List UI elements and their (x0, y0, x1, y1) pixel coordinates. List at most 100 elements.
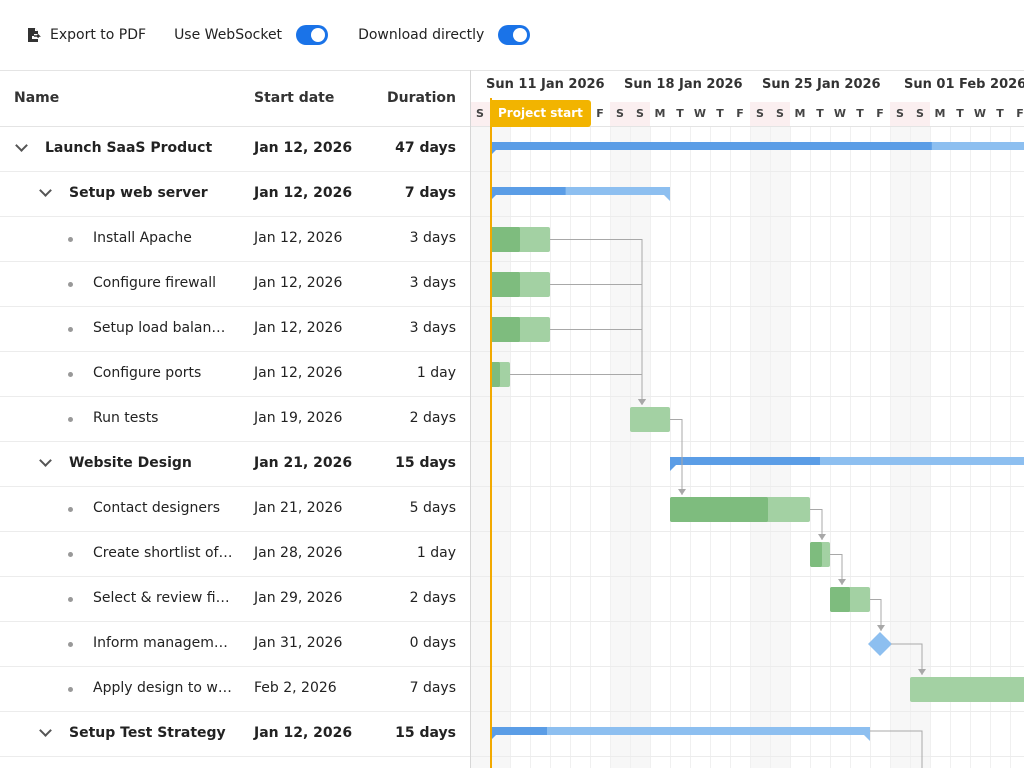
dependency-link[interactable] (891, 643, 923, 675)
summary-bar[interactable] (490, 187, 670, 195)
day-label: T (816, 107, 824, 120)
websocket-toggle[interactable] (296, 25, 329, 45)
day-column (630, 127, 650, 768)
dependency-link[interactable] (550, 239, 643, 406)
dependency-arrowhead (838, 579, 846, 585)
task-duration: 15 days (395, 455, 456, 471)
task-row[interactable]: Setup load balan… Jan 12, 2026 3 days (0, 307, 470, 352)
chevron-down-icon[interactable] (40, 458, 50, 468)
grid-splitter[interactable] (470, 70, 471, 768)
export-pdf-button[interactable]: Export to PDF (26, 27, 146, 43)
task-start-date: Jan 12, 2026 (254, 275, 343, 291)
day-label: T (996, 107, 1004, 120)
task-duration: 7 days (409, 680, 456, 696)
week-label: Sun 11 Jan 2026 (486, 77, 605, 92)
task-duration: 2 days (409, 590, 456, 606)
file-export-icon (26, 27, 42, 43)
task-row[interactable]: Select & review fi… Jan 29, 2026 2 days (0, 577, 470, 622)
day-label: S (770, 102, 790, 126)
task-bar[interactable] (630, 407, 670, 432)
task-row[interactable]: Configure firewall Jan 12, 2026 3 days (0, 262, 470, 307)
row-divider (471, 486, 1024, 487)
summary-bar[interactable] (490, 727, 870, 735)
task-start-date: Jan 12, 2026 (254, 365, 343, 381)
task-name: Launch SaaS Product (45, 140, 213, 156)
day-label: S (890, 102, 910, 126)
column-header-duration[interactable]: Duration (386, 90, 456, 106)
day-label: F (736, 107, 744, 120)
task-name: Configure firewall (93, 275, 216, 291)
task-duration: 3 days (409, 320, 456, 336)
dependency-link[interactable] (510, 374, 643, 406)
column-header-start-date[interactable]: Start date (254, 90, 335, 106)
task-duration: 2 days (409, 410, 456, 426)
day-label: M (654, 107, 666, 120)
bullet-icon (68, 282, 73, 287)
dependency-link[interactable] (870, 599, 882, 632)
task-start-date: Jan 29, 2026 (254, 590, 343, 606)
task-duration: 1 day (416, 545, 456, 561)
task-start-date: Jan 28, 2026 (254, 545, 343, 561)
dependency-link[interactable] (550, 329, 643, 406)
task-bar[interactable] (910, 677, 1024, 702)
dependency-link[interactable] (830, 554, 843, 586)
download-directly-toggle[interactable] (498, 25, 531, 45)
week-label: Sun 25 Jan 2026 (762, 77, 881, 92)
day-column (670, 127, 690, 768)
task-name: Select & review fi… (93, 590, 230, 606)
task-name: Contact designers (93, 500, 221, 516)
day-label: F (596, 107, 604, 120)
task-row[interactable]: Website Design Jan 21, 2026 15 days (0, 442, 470, 487)
task-start-date: Jan 19, 2026 (254, 410, 343, 426)
task-start-date: Jan 21, 2026 (254, 500, 343, 516)
task-row[interactable]: Setup web server Jan 12, 2026 7 days (0, 172, 470, 217)
task-duration: 15 days (395, 725, 456, 741)
dependency-link[interactable] (870, 730, 923, 768)
bullet-icon (68, 552, 73, 557)
task-name: Apply design to w… (93, 680, 232, 696)
summary-bar-end-cap (664, 195, 670, 201)
summary-bar[interactable] (670, 457, 1024, 465)
milestone-diamond[interactable] (868, 632, 892, 656)
task-row[interactable]: Apply design to w… Feb 2, 2026 7 days (0, 667, 470, 712)
day-label: T (956, 107, 964, 120)
chevron-down-icon[interactable] (40, 728, 50, 738)
task-row[interactable]: Contact designers Jan 21, 2026 5 days (0, 487, 470, 532)
dependency-link[interactable] (670, 419, 683, 496)
dependency-link[interactable] (810, 509, 823, 541)
task-row[interactable]: Run tests Jan 19, 2026 2 days (0, 397, 470, 442)
chevron-down-icon[interactable] (40, 188, 50, 198)
task-name: Create shortlist of… (93, 545, 233, 561)
day-label: S (610, 102, 630, 126)
day-column (510, 127, 530, 768)
chevron-down-icon[interactable] (16, 143, 26, 153)
day-column (770, 127, 790, 768)
row-divider (471, 396, 1024, 397)
task-row[interactable]: Install Apache Jan 12, 2026 3 days (0, 217, 470, 262)
task-row[interactable]: Setup Test Strategy Jan 12, 2026 15 days (0, 712, 470, 757)
grid-body: Launch SaaS Product Jan 12, 2026 47 days Se… (0, 127, 470, 757)
day-label: M (934, 107, 946, 120)
column-header-name[interactable]: Name (14, 90, 60, 106)
summary-progress (490, 187, 566, 195)
row-divider (471, 351, 1024, 352)
day-column (910, 127, 930, 768)
task-row[interactable]: Launch SaaS Product Jan 12, 2026 47 days (0, 127, 470, 172)
day-label: S (471, 102, 490, 126)
day-column (730, 127, 750, 768)
day-column (570, 127, 590, 768)
task-row[interactable]: Configure ports Jan 12, 2026 1 day (0, 352, 470, 397)
task-row[interactable]: Inform managem… Jan 31, 2026 0 days (0, 622, 470, 667)
dependency-link[interactable] (550, 284, 643, 406)
day-column (690, 127, 710, 768)
day-label: F (876, 107, 884, 120)
bullet-icon (68, 237, 73, 242)
task-name: Inform managem… (93, 635, 228, 651)
day-column (610, 127, 630, 768)
summary-progress (490, 727, 547, 735)
task-start-date: Jan 12, 2026 (254, 320, 343, 336)
task-start-date: Jan 12, 2026 (254, 725, 353, 741)
task-row[interactable]: Create shortlist of… Jan 28, 2026 1 day (0, 532, 470, 577)
task-duration: 5 days (409, 500, 456, 516)
bullet-icon (68, 327, 73, 332)
